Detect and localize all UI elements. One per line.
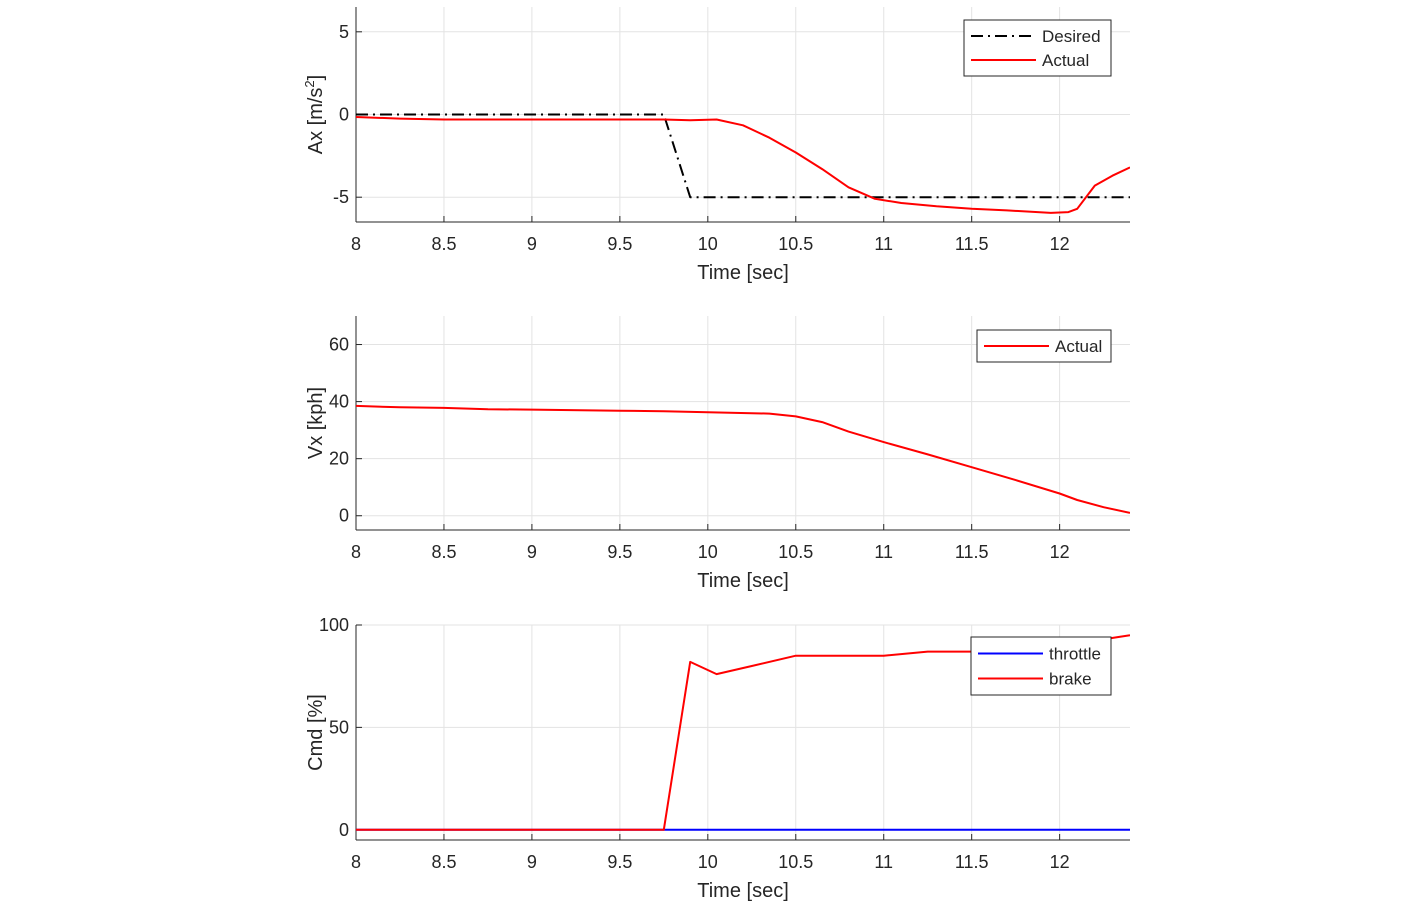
y-tick-label: -5 xyxy=(333,187,349,207)
x-tick-label: 11 xyxy=(874,234,893,254)
x-axis-label: Time [sec] xyxy=(697,880,789,902)
x-tick-label: 12 xyxy=(1050,852,1070,872)
y-tick-label: 100 xyxy=(319,615,349,635)
y-tick-label: 40 xyxy=(329,392,349,412)
axes-2: 8 8.5 9 9.5 10 10.5 11 11.5 12 60 40 20 0 Time [sec] V… xyxy=(305,316,1130,592)
x-tick-label: 9 xyxy=(527,542,537,562)
y-axis-label: Cmd [%] xyxy=(305,694,327,771)
series-line-desired xyxy=(356,113,1130,199)
x-tick-label: 9.5 xyxy=(607,234,632,254)
x-tick-label: 10 xyxy=(698,852,718,872)
y-tick-label: 0 xyxy=(339,506,349,526)
y-tick-label: 20 xyxy=(329,449,349,469)
axes-3: 8 8.5 9 9.5 10 10.5 11 11.5 12 100 50 0 Time [sec] Cm… xyxy=(305,615,1130,902)
x-tick-label: 8.5 xyxy=(431,852,456,872)
x-tick-label: 8.5 xyxy=(431,234,456,254)
x-tick-label: 9.5 xyxy=(607,852,632,872)
x-tick-label: 9 xyxy=(527,234,537,254)
x-tick-label: 9.5 xyxy=(607,542,632,562)
y-axis-label: Ax [m/s2] xyxy=(302,75,327,154)
x-tick-label: 12 xyxy=(1050,234,1070,254)
x-tick-label: 11 xyxy=(874,852,893,872)
x-tick-label: 10 xyxy=(698,234,718,254)
axes-1: 8 8.5 9 9.5 10 10.5 11 11.5 12 5 0 -5 Time [sec] Ax [… xyxy=(302,7,1130,284)
y-axis-label-text: Cmd [%] xyxy=(305,694,327,771)
y-axis-label: Vx [kph] xyxy=(305,387,327,459)
legend-box xyxy=(963,19,1112,77)
legend-label-desired: Desired xyxy=(1042,27,1101,46)
y-tick-label: 0 xyxy=(339,820,349,840)
x-tick-label: 8 xyxy=(351,852,361,872)
y-tick-label: 5 xyxy=(339,22,349,42)
x-axis-label: Time [sec] xyxy=(697,262,789,284)
series-line-actual xyxy=(356,404,1130,514)
y-tick-label: 50 xyxy=(329,717,349,737)
x-tick-label: 8.5 xyxy=(431,542,456,562)
x-tick-label: 10 xyxy=(698,542,718,562)
y-tick-label: 0 xyxy=(339,105,349,125)
y-axis-label-text: Vx [kph] xyxy=(305,387,327,459)
x-tick-label: 10.5 xyxy=(778,542,813,562)
x-tick-label: 10.5 xyxy=(778,234,813,254)
x-tick-label: 11.5 xyxy=(955,852,989,872)
x-tick-label: 11.5 xyxy=(955,542,989,562)
x-tick-label: 9 xyxy=(527,852,537,872)
y-axis-label-suffix: ] xyxy=(305,75,327,81)
y-axis-label-text: Ax [m/s xyxy=(305,88,327,155)
y-axis-label-superscript: 2 xyxy=(302,80,317,87)
x-tick-label: 12 xyxy=(1050,542,1070,562)
legend-label-throttle: throttle xyxy=(1049,645,1101,664)
x-tick-label: 8 xyxy=(351,234,361,254)
series-line-actual xyxy=(356,116,1130,214)
legend-label-actual: Actual xyxy=(1042,51,1089,70)
x-tick-label: 10.5 xyxy=(778,852,813,872)
y-tick-label: 60 xyxy=(329,335,349,355)
x-tick-label: 11 xyxy=(874,542,893,562)
x-axis-label: Time [sec] xyxy=(697,570,789,592)
legend-label-actual: Actual xyxy=(1055,337,1102,356)
x-tick-label: 11.5 xyxy=(955,234,989,254)
x-tick-label: 8 xyxy=(351,542,361,562)
legend-label-brake: brake xyxy=(1049,670,1092,689)
legend-box xyxy=(970,636,1112,696)
